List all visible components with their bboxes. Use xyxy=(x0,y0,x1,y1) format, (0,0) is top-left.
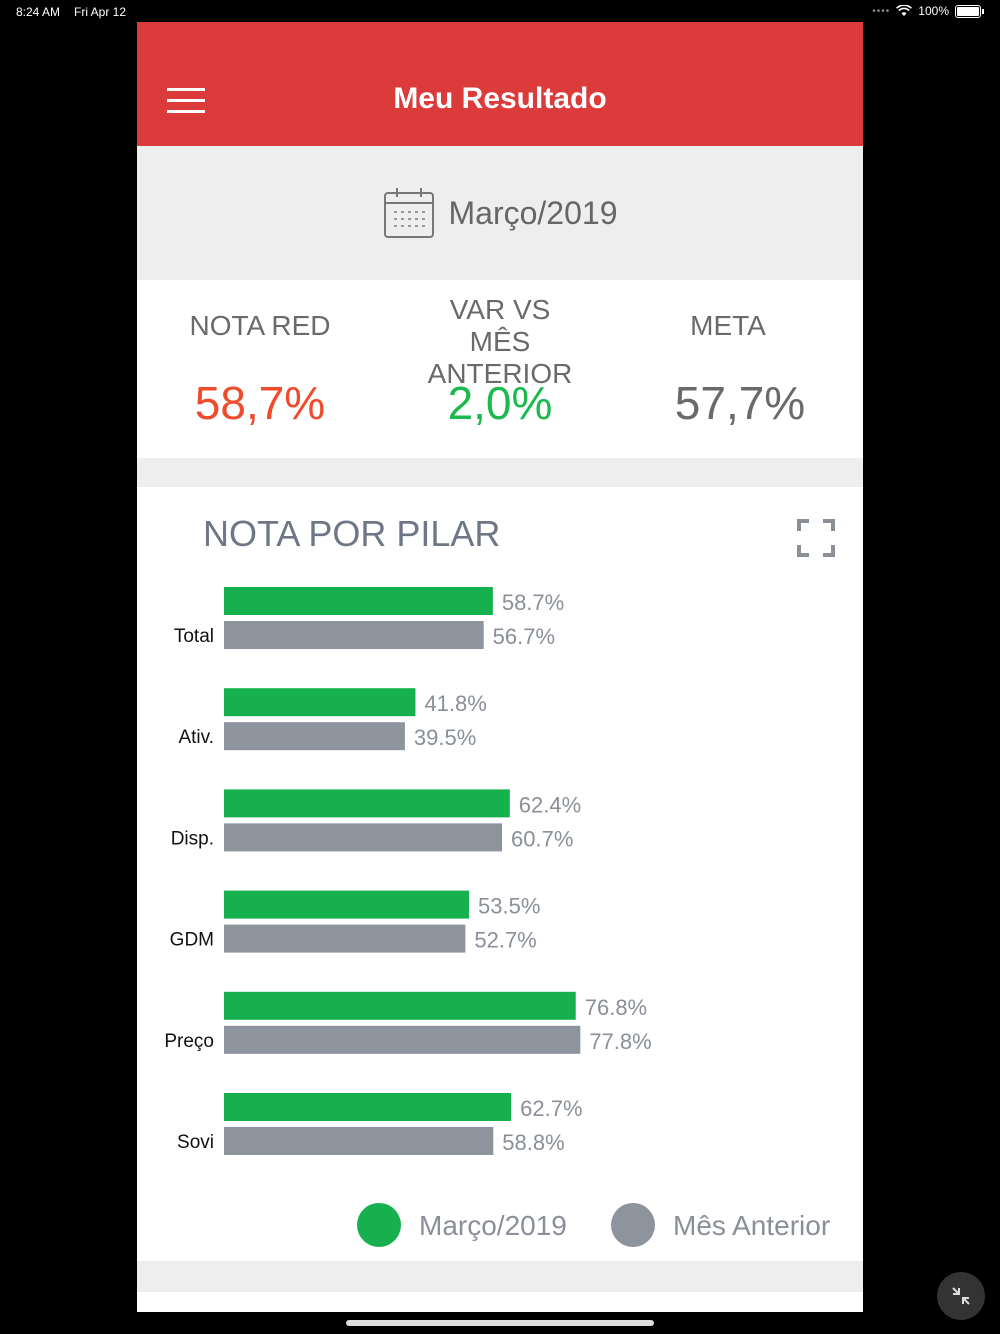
bar-value-label: 60.7% xyxy=(511,826,573,851)
bar-value-label: 62.7% xyxy=(520,1096,582,1121)
kpi-label: META xyxy=(690,310,766,341)
bar-value-label: 58.7% xyxy=(502,590,564,615)
legend-swatch-current xyxy=(357,1203,401,1247)
period-label: Março/2019 xyxy=(448,194,618,231)
app-header: Meu Resultado xyxy=(137,22,863,146)
bar-value-label: 56.7% xyxy=(493,624,555,649)
hamburger-menu-icon[interactable] xyxy=(167,88,205,114)
kpi-label: NOTA RED xyxy=(189,310,331,341)
kpi-nota-red: NOTA RED 58,7% xyxy=(140,280,380,429)
bar-value-label: 62.4% xyxy=(519,792,581,817)
bar-current xyxy=(224,688,416,717)
chart-legend: Março/2019 Mês Anterior xyxy=(137,1203,863,1249)
bar-previous xyxy=(224,823,503,852)
fullscreen-icon[interactable] xyxy=(797,519,835,557)
battery-icon xyxy=(955,4,981,18)
bar-previous xyxy=(224,621,484,649)
bar-value-label: 41.8% xyxy=(424,691,486,716)
next-card-edge xyxy=(137,1292,863,1312)
pillar-bar-chart: 58.7% 56.7% Total 41.8% 39.5% Ativ. 62.4% 60.7%… xyxy=(164,587,652,1155)
status-right: •••• 100% xyxy=(872,4,984,18)
bar-previous xyxy=(224,722,405,751)
home-indicator[interactable] xyxy=(346,1320,654,1326)
kpi-value: 58,7% xyxy=(194,377,326,429)
bar-value-label: 76.8% xyxy=(585,995,647,1020)
app-window: Meu Resultado Março/2019 NOTA RED 58,7% … xyxy=(137,22,863,1312)
kpi-meta: META 57,7% xyxy=(608,280,848,429)
signal-icon: •••• xyxy=(872,5,891,17)
status-bar: 8:24 AM Fri Apr 12 •••• 100% xyxy=(0,0,1000,24)
bar-value-label: 53.5% xyxy=(478,894,540,919)
kpi-value: 57,7% xyxy=(674,377,806,429)
wifi-icon xyxy=(896,5,913,16)
status-date: Fri Apr 12 xyxy=(74,5,127,19)
collapse-icon xyxy=(952,1287,970,1305)
kpi-var-vs-mes-anterior: VAR VS MÊS ANTERIOR 2,0% xyxy=(380,280,620,429)
kpi-panel: NOTA RED 58,7% VAR VS MÊS ANTERIOR 2,0% … xyxy=(137,280,863,458)
kpi-value: 2,0% xyxy=(447,377,553,429)
bar-previous xyxy=(224,1025,581,1054)
category-label: GDM xyxy=(170,930,214,951)
category-label: Ativ. xyxy=(178,727,214,748)
bar-current xyxy=(224,1093,512,1121)
bar-current xyxy=(224,789,510,818)
bar-value-label: 52.7% xyxy=(474,928,536,953)
collapse-button[interactable] xyxy=(937,1272,985,1320)
calendar-icon xyxy=(383,188,434,238)
chart-card: NOTA POR PILAR 58.7% 56.7% Total 41.8% 39.5%… xyxy=(137,487,863,1261)
bar-value-label: 58.8% xyxy=(502,1130,564,1155)
legend-swatch-previous xyxy=(611,1203,655,1247)
status-time: 8:24 AM xyxy=(16,5,61,19)
period-selector[interactable]: Março/2019 xyxy=(137,146,863,280)
page-title: Meu Resultado xyxy=(393,82,607,115)
battery-percent: 100% xyxy=(918,4,949,18)
bar-current xyxy=(224,991,576,1020)
category-label: Preço xyxy=(164,1031,214,1052)
category-label: Disp. xyxy=(171,828,214,849)
category-label: Total xyxy=(174,626,214,647)
kpi-label: VAR VS MÊS ANTERIOR xyxy=(427,294,573,389)
legend-label-previous: Mês Anterior xyxy=(673,1210,831,1241)
chart-title: NOTA POR PILAR xyxy=(203,513,501,554)
bar-previous xyxy=(224,924,466,953)
legend-label-current: Março/2019 xyxy=(419,1210,567,1241)
bar-value-label: 77.8% xyxy=(589,1029,651,1054)
category-label: Sovi xyxy=(177,1132,214,1153)
bar-value-label: 39.5% xyxy=(414,725,476,750)
bar-previous xyxy=(224,1127,494,1155)
bar-current xyxy=(224,587,493,615)
bar-current xyxy=(224,890,470,919)
